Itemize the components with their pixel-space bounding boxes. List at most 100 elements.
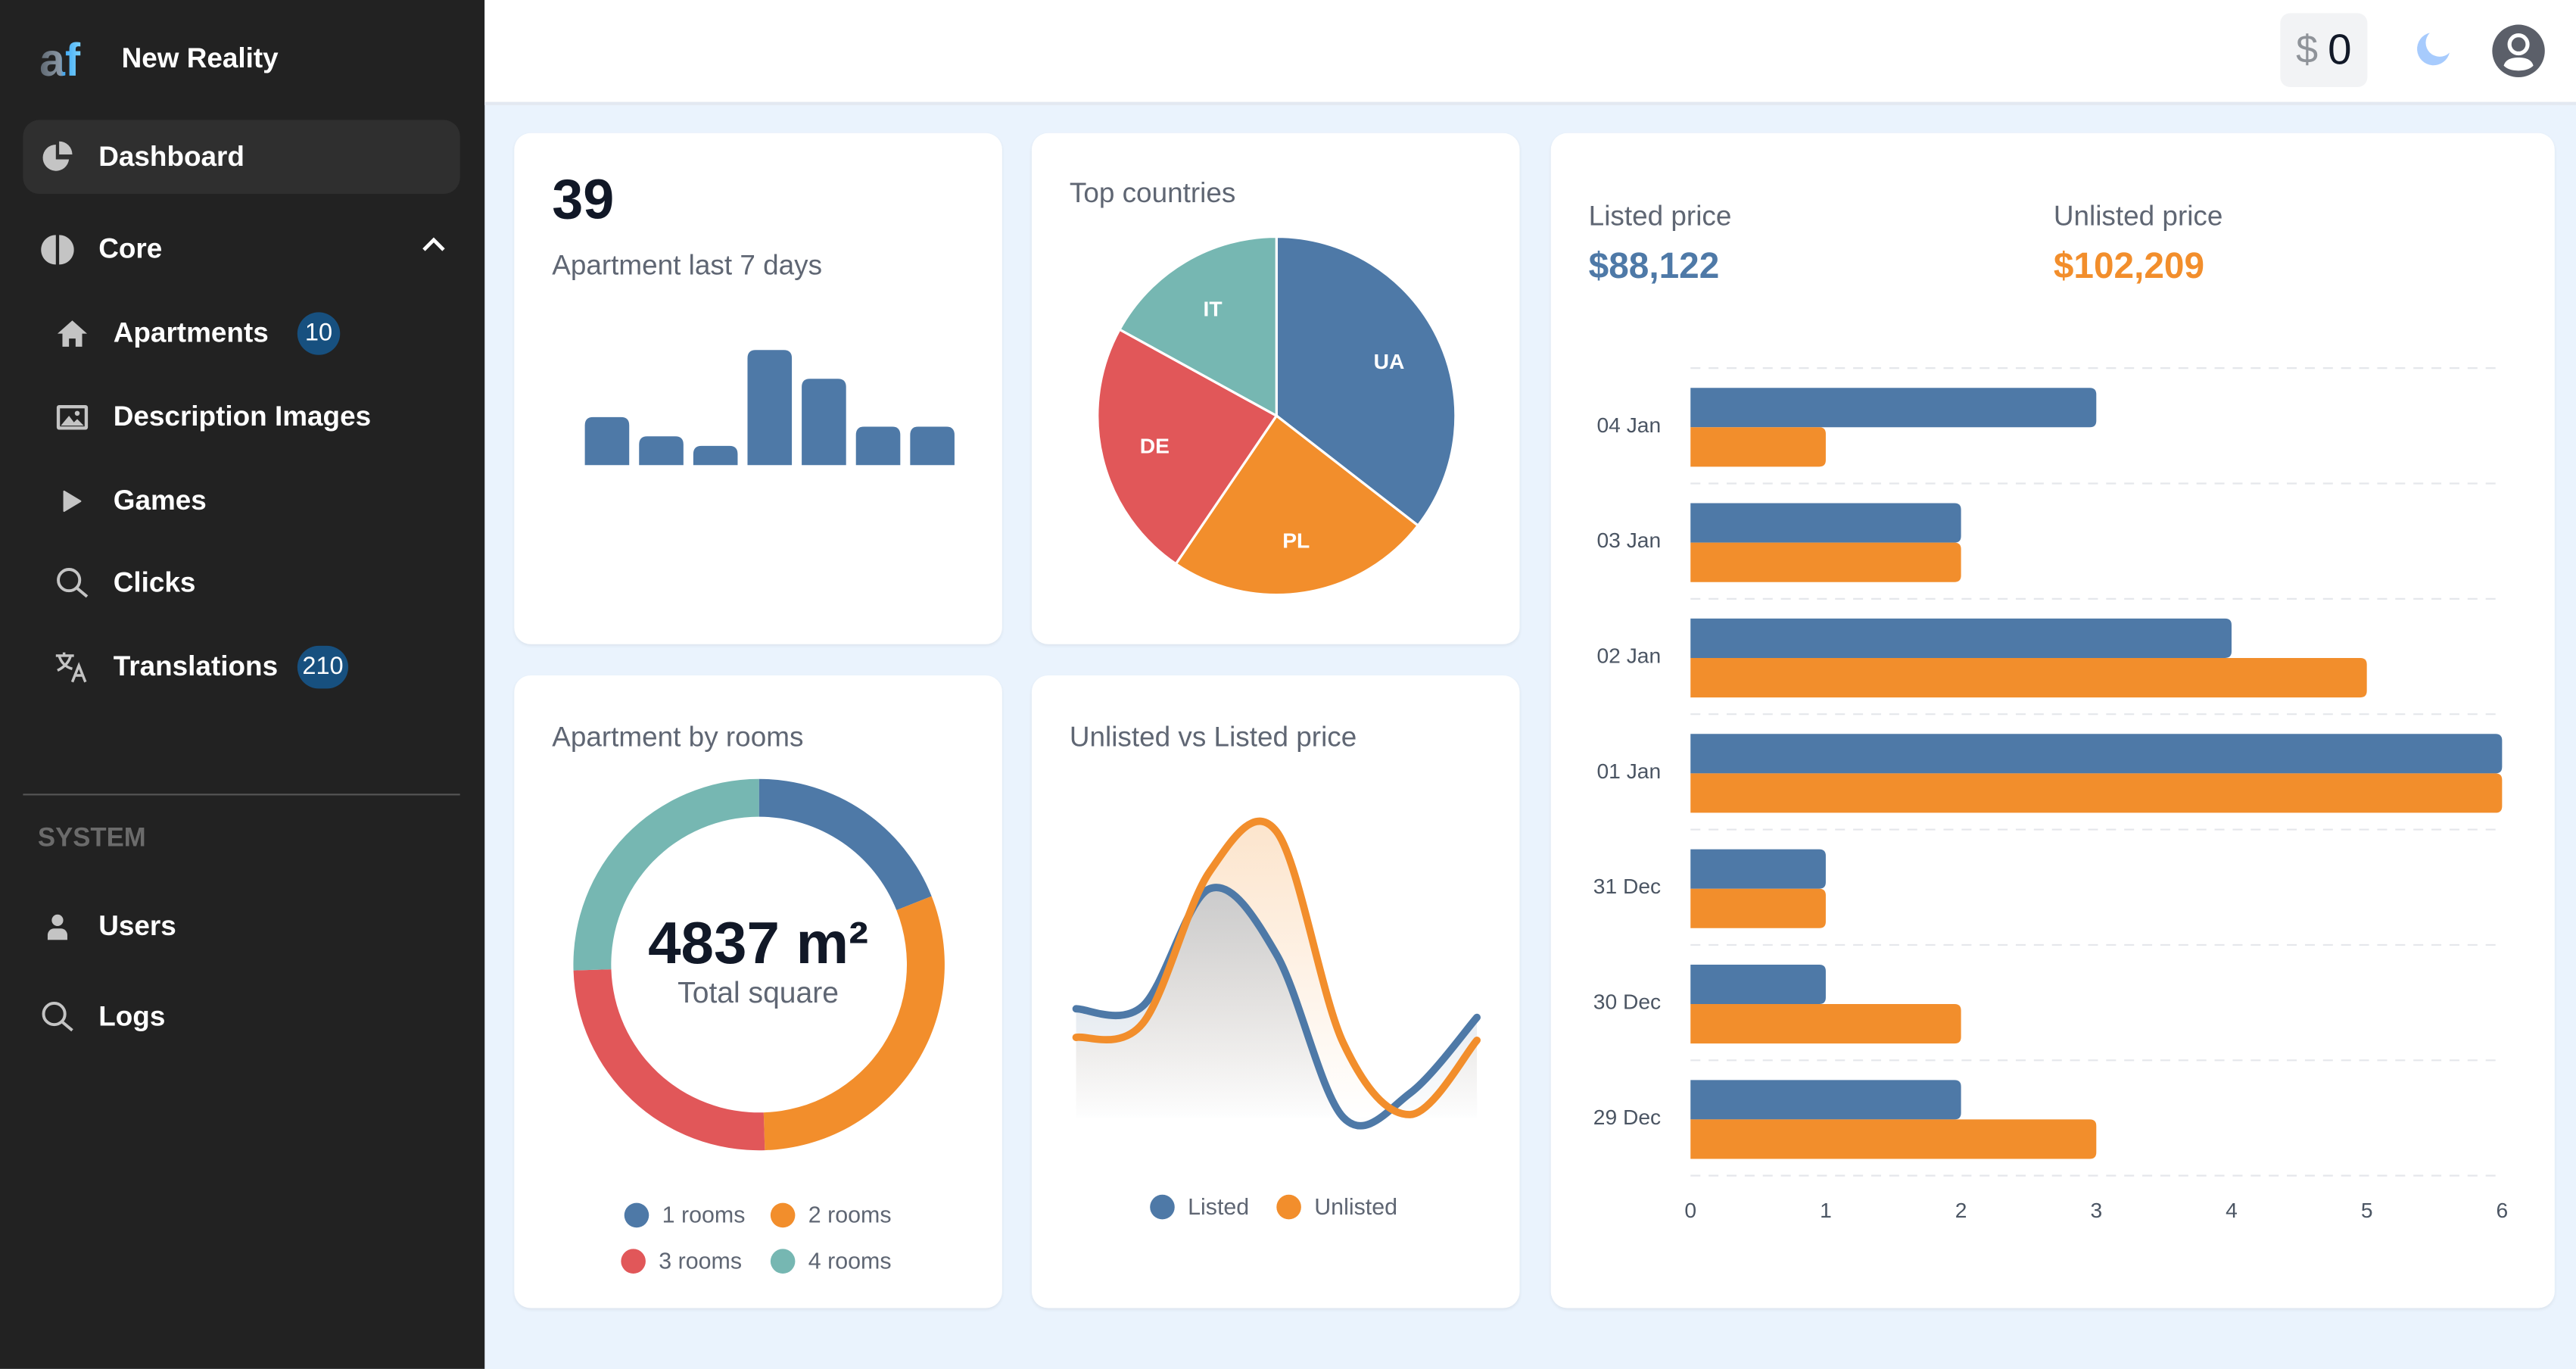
category-label: 30 Dec — [1593, 990, 1661, 1014]
category-label: 04 Jan — [1596, 413, 1661, 437]
legend-label: 3 rooms — [659, 1247, 743, 1274]
x-tick-label: 3 — [2090, 1198, 2102, 1222]
rooms-card: Apartment by rooms 4837 m² Total square … — [514, 675, 1002, 1308]
sidebar-item-logs[interactable]: Logs — [23, 979, 459, 1053]
donut-segment — [573, 778, 759, 971]
legend-dot — [621, 1248, 646, 1273]
sidebar-item-label: Clicks — [113, 566, 196, 597]
count-badge: 210 — [297, 644, 349, 688]
pie-slice — [1275, 235, 1457, 528]
sidebar-item-games[interactable]: Games — [23, 463, 459, 538]
sparkline-bar — [639, 436, 684, 466]
price-trend-area-chart — [1072, 817, 1481, 1130]
translate-icon — [55, 648, 91, 684]
legend-item[interactable]: 1 rooms — [624, 1201, 746, 1228]
rooms-donut-chart — [573, 778, 945, 1151]
series-line — [1072, 884, 1481, 1130]
listed-price-value: $88,122 — [1588, 245, 1720, 286]
pie-label: IT — [1203, 296, 1222, 320]
category-label: 02 Jan — [1596, 643, 1661, 667]
category-label: 29 Dec — [1593, 1105, 1661, 1129]
daily-price-bar-chart: 04 Jan 03 Jan 02 Jan 01 Jan 31 Dec 30 Dec 29 D… — [1593, 367, 2509, 1222]
unlisted-price-label: Unlisted price — [2053, 200, 2223, 232]
legend-item[interactable]: 2 rooms — [770, 1201, 892, 1228]
pie-slice — [1174, 413, 1420, 597]
legend-label: 2 rooms — [808, 1201, 892, 1228]
legend-dot — [624, 1202, 649, 1227]
count-badge: 10 — [297, 311, 341, 354]
balance-button[interactable]: $ 0 — [2280, 13, 2368, 88]
sidebar-section-system: SYSTEM — [37, 825, 146, 853]
legend-dot — [1276, 1193, 1301, 1219]
bar — [1690, 1080, 1961, 1120]
bar — [1690, 427, 1826, 467]
x-tick-label: 0 — [1684, 1198, 1696, 1222]
play-icon — [55, 482, 91, 519]
sidebar-item-description-images[interactable]: Description Images — [23, 379, 459, 454]
donut-segment — [573, 969, 765, 1151]
legend-label: 1 rooms — [662, 1201, 746, 1228]
pie-label: DE — [1140, 434, 1170, 458]
category-label: 03 Jan — [1596, 528, 1661, 552]
sidebar-item-label: Translations — [113, 650, 279, 681]
bar — [1690, 773, 2503, 813]
series-line — [1072, 817, 1481, 1118]
pie-slice — [1096, 327, 1279, 566]
category-label: 01 Jan — [1596, 759, 1661, 783]
sidebar-item-label: Dashboard — [98, 140, 245, 172]
sparkline-bar — [584, 416, 630, 466]
user-icon — [39, 908, 76, 944]
sidebar-item-label: Core — [98, 232, 163, 264]
donut-segment — [763, 896, 945, 1151]
sidebar-item-users[interactable]: Users — [23, 889, 459, 963]
brain-icon — [39, 231, 76, 267]
x-tick-label: 5 — [2361, 1198, 2373, 1222]
donut-segment — [758, 778, 932, 911]
x-tick-label: 6 — [2497, 1198, 2509, 1222]
bar — [1690, 1119, 2097, 1159]
apartments-sparkline-chart — [584, 350, 955, 466]
bar — [1690, 542, 1961, 582]
bar — [1690, 849, 1826, 889]
sidebar-item-dashboard[interactable]: Dashboard — [23, 120, 460, 195]
sidebar-item-apartments[interactable]: Apartments 10 — [23, 296, 459, 370]
legend-label: Unlisted — [1314, 1193, 1398, 1220]
sidebar-item-translations[interactable]: Translations 210 — [23, 629, 459, 703]
sidebar-item-label: Apartments — [113, 316, 269, 348]
sidebar-item-clicks[interactable]: Clicks — [23, 546, 459, 620]
x-tick-label: 4 — [2226, 1198, 2238, 1222]
price-trend-title: Unlisted vs Listed price — [1069, 721, 1357, 753]
moon-icon[interactable] — [2415, 31, 2451, 67]
bar — [1690, 734, 2503, 774]
sidebar-item-label: Users — [98, 909, 176, 941]
legend-item[interactable]: 3 rooms — [621, 1247, 742, 1274]
legend-item[interactable]: 4 rooms — [770, 1247, 892, 1274]
sparkline-bar — [802, 379, 846, 466]
apartments-label: Apartment last 7 days — [552, 249, 823, 282]
currency-symbol: $ — [2296, 27, 2319, 72]
app-title: New Reality — [121, 42, 279, 74]
legend-item[interactable]: Unlisted — [1276, 1193, 1398, 1220]
bar — [1690, 964, 1826, 1005]
apartments-card: 39 Apartment last 7 days — [514, 133, 1002, 644]
pie-slice — [1117, 235, 1278, 418]
balance-value: 0 — [2328, 24, 2352, 74]
bar — [1690, 657, 2367, 698]
legend-item[interactable]: Listed — [1150, 1193, 1249, 1219]
sidebar-item-core[interactable]: Core — [23, 212, 459, 286]
chevron-up-icon[interactable] — [421, 232, 447, 258]
price-trend-card: Unlisted vs Listed price Listed Unlisted — [1031, 675, 1520, 1308]
sidebar-divider — [23, 794, 460, 796]
search-icon — [39, 998, 76, 1034]
legend-dot — [770, 1202, 796, 1227]
pie-chart-icon — [39, 139, 76, 175]
user-circle-icon[interactable] — [2490, 23, 2546, 79]
search-icon — [55, 564, 91, 600]
bar — [1690, 388, 2097, 428]
sparkline-bar — [910, 426, 955, 466]
countries-title: Top countries — [1069, 177, 1236, 209]
image-icon — [55, 398, 91, 435]
sidebar-item-label: Games — [113, 484, 207, 516]
apartments-count: 39 — [552, 169, 615, 232]
